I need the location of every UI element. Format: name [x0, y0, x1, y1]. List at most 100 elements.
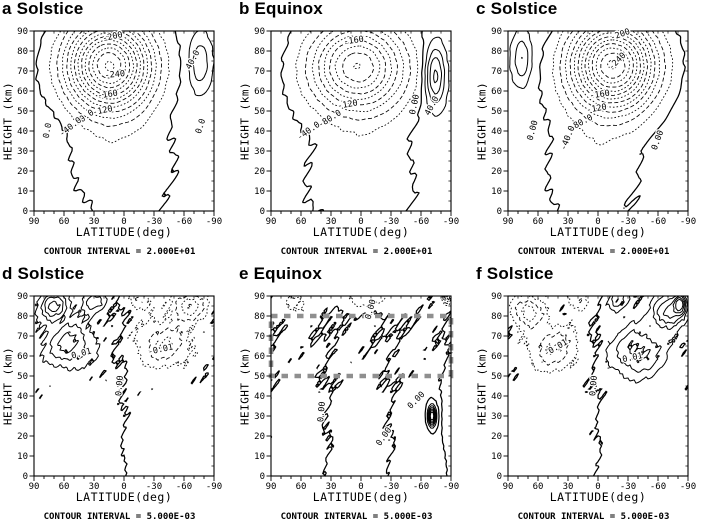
contour-line [672, 297, 685, 314]
x-tick-label: -60 [650, 217, 666, 227]
y-axis-label: HEIGHT (km) [1, 81, 15, 161]
panel-title: c Solstice [476, 0, 558, 18]
axis-ticks [503, 30, 689, 216]
contour-line [44, 296, 80, 354]
y-tick-label: 80 [491, 47, 502, 57]
contour-line [600, 52, 626, 79]
contour-line [581, 32, 645, 100]
tick-labels: 90 60 30 0 -30 -60 -90 0 10 20 30 40 50 60 70 80 90 [491, 27, 696, 227]
contour-line [295, 30, 419, 137]
x-axis-label: LATITUDE(deg) [312, 225, 410, 239]
tick-labels: 90 60 30 0 -30 -60 -90 0 10 20 30 40 50 60 70 80 90 [17, 27, 222, 227]
contour-line [304, 30, 412, 121]
x-tick-label: 60 [59, 217, 70, 227]
contour-interval-caption: CONTOUR INTERVAL = 2.000E+01 [43, 247, 196, 257]
y-tick-label: 40 [491, 392, 502, 402]
y-tick-label: 10 [254, 187, 265, 197]
contour-line [509, 30, 533, 90]
y-tick-label: 90 [17, 292, 28, 302]
contour-label: 0.00 [408, 94, 422, 116]
y-tick-label: 40 [254, 127, 265, 137]
y-tick-label: 20 [491, 432, 502, 442]
contour-line [311, 30, 404, 113]
x-tick-label: 30 [563, 482, 574, 492]
contour-canvas: 90 60 30 0 -30 -60 -90 0 10 20 30 40 50 60 70 80 90 -200 -… [491, 26, 696, 227]
y-tick-label: 10 [17, 187, 28, 197]
plot-frame [270, 295, 452, 477]
panel-a-solstice: 90 60 30 0 -30 -60 -90 0 10 20 30 40 50 60 70 80 90 -200 -… [0, 0, 237, 265]
y-tick-label: 80 [254, 47, 265, 57]
y-tick-label: 70 [491, 332, 502, 342]
tick-labels: 90 60 30 0 -30 -60 -90 0 10 20 30 40 50 60 70 80 90 [491, 292, 696, 492]
x-tick-label: 60 [296, 482, 307, 492]
contour-interval-caption: CONTOUR INTERVAL = 5.000E-03 [280, 512, 433, 522]
x-tick-label: -90 [443, 482, 459, 492]
y-tick-label: 80 [491, 312, 502, 322]
contour-line [615, 295, 687, 364]
contour-plot-a: 90 60 30 0 -30 -60 -90 0 10 20 30 40 50 60 70 80 90 -200 -… [0, 0, 237, 265]
contour-line [569, 30, 656, 113]
contour-line [342, 52, 375, 83]
contour-line [429, 411, 435, 421]
contour-label: -200 [102, 30, 124, 44]
contour-line [595, 47, 631, 84]
contour-labels: 0.01 -0.01 0.00 [69, 341, 175, 398]
y-tick-label: 70 [17, 332, 28, 342]
y-tick-label: 50 [17, 107, 28, 117]
contour-line [428, 407, 436, 425]
panel-f-solstice: 90 60 30 0 -30 -60 -90 0 10 20 30 40 50 60 70 80 90 -0.01… [474, 264, 712, 531]
axis-ticks [29, 295, 215, 481]
contour-line [56, 30, 162, 127]
contour-line [155, 298, 200, 352]
y-tick-label: 80 [17, 312, 28, 322]
x-tick-label: -90 [206, 217, 222, 227]
contour-interval-caption: CONTOUR INTERVAL = 5.000E-03 [517, 512, 670, 522]
y-tick-label: 20 [491, 167, 502, 177]
panel-title: a Solstice [2, 0, 84, 18]
x-tick-label: -30 [383, 482, 399, 492]
contour-label: -240 [607, 51, 629, 73]
y-axis-label: HEIGHT (km) [1, 346, 15, 426]
contour-line [35, 30, 182, 212]
contour-line [433, 69, 439, 84]
y-tick-label: 0 [23, 207, 28, 217]
contour-line [134, 295, 205, 361]
contour-line [521, 304, 563, 355]
x-tick-label: 60 [533, 217, 544, 227]
contour-line [552, 30, 674, 146]
x-tick-label: 90 [503, 482, 514, 492]
x-tick-label: -90 [206, 482, 222, 492]
y-tick-label: 0 [497, 472, 502, 482]
panel-b-equinox: 90 60 30 0 -30 -60 -90 0 10 20 30 40 50 60 70 80 90 -160 -… [237, 0, 474, 265]
x-tick-label: 0 [121, 217, 126, 227]
y-axis-label: HEIGHT (km) [238, 346, 252, 426]
y-tick-label: 30 [254, 412, 265, 422]
contour-line [353, 62, 361, 70]
y-tick-label: 30 [491, 147, 502, 157]
contour-label: 0.0 [42, 122, 55, 139]
contour-line [591, 43, 634, 88]
contour-line [427, 48, 446, 104]
contour-line [607, 59, 617, 70]
x-tick-label: -60 [176, 217, 192, 227]
tick-labels: 90 60 30 0 -30 -60 -90 0 10 20 30 40 50 60 70 80 90 [254, 292, 459, 492]
x-tick-label: 60 [59, 482, 70, 492]
x-tick-label: -90 [443, 217, 459, 227]
y-tick-label: 90 [491, 27, 502, 37]
y-tick-label: 50 [491, 372, 502, 382]
contour-lines [35, 30, 215, 212]
contour-plot-d: 90 60 30 0 -30 -60 -90 0 10 20 30 40 50 60 70 80 90 0.01 -… [0, 265, 237, 531]
contour-label: 0.01 [622, 351, 644, 365]
y-tick-label: 60 [254, 352, 265, 362]
contour-line [88, 43, 131, 89]
x-axis-label: LATITUDE(deg) [75, 225, 173, 239]
contour-line [70, 30, 148, 109]
contour-line [424, 36, 450, 117]
x-tick-label: -30 [383, 217, 399, 227]
contour-label: 0.00 [650, 129, 666, 152]
x-tick-label: -30 [620, 217, 636, 227]
y-tick-label: 80 [254, 312, 265, 322]
y-tick-label: 10 [491, 187, 502, 197]
y-tick-label: 60 [17, 87, 28, 97]
y-tick-label: 90 [491, 292, 502, 302]
